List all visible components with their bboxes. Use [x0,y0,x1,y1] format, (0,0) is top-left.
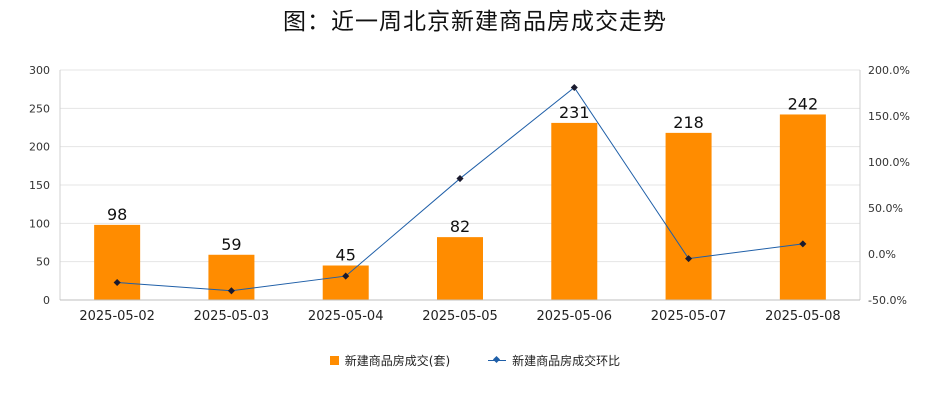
legend-line-swatch [488,356,507,365]
bar [437,237,483,300]
y2-tick-label: 50.0% [868,202,903,215]
x-tick-label: 2025-05-07 [651,309,727,324]
bar [322,265,369,300]
line-point [456,175,464,183]
y2-tick-label: 0.0% [868,248,896,261]
legend-item-bars[interactable]: 新建商品房成交(套) [329,352,451,369]
line-point [227,287,235,295]
y2-tick-label: 200.0% [868,64,910,77]
y-tick-label: 250 [29,102,50,115]
legend-bar-label: 新建商品房成交(套) [344,354,451,368]
bar [94,224,141,300]
bar-data-labels: 98 59 45 82 231 218 242 [107,94,818,264]
chart-title: 图：近一周北京新建商品房成交走势 [283,9,667,35]
right-y-axis: -50.0% 0.0% 50.0% 100.0% 150.0% 200.0% [859,64,910,307]
line-point [799,240,807,248]
x-tick-label: 2025-05-05 [422,309,498,324]
bar-data-label: 231 [559,103,590,122]
bar [779,114,826,300]
bar-data-label: 45 [336,246,356,265]
x-tick-label: 2025-05-08 [765,309,841,324]
bar-data-label: 98 [107,205,127,224]
bar [665,132,712,300]
y2-tick-label: 100.0% [868,156,910,169]
line-point [570,83,578,92]
legend-bar-swatch [329,356,339,365]
y2-tick-label: 150.0% [868,110,910,123]
y-tick-label: 100 [29,217,50,230]
x-tick-label: 2025-05-03 [194,309,270,324]
y-tick-label: 0 [43,294,50,307]
line-point [113,278,121,287]
y-tick-label: 300 [29,64,50,77]
line-point [342,272,350,280]
bar-data-label: 82 [450,217,470,236]
x-tick-label: 2025-05-04 [308,309,384,324]
y-tick-label: 200 [29,141,50,154]
gridlines [60,69,860,263]
legend: 新建商品房成交(套) 新建商品房成交环比 [0,352,950,369]
line-series [113,83,807,295]
line-point [685,255,693,263]
left-y-axis: 0 50 100 150 200 250 300 [29,64,61,307]
legend-line-label: 新建商品房成交环比 [512,354,621,368]
x-axis: 2025-05-02 2025-05-03 2025-05-04 2025-05-05… [60,299,860,324]
bar-data-label: 242 [788,94,819,113]
y-tick-label: 150 [29,179,50,192]
bar-data-label: 59 [221,235,241,254]
legend-item-line[interactable]: 新建商品房成交环比 [488,352,620,369]
x-tick-label: 2025-05-02 [79,309,155,324]
bar [551,122,598,301]
y2-tick-label: -50.0% [868,294,907,307]
bar-data-label: 218 [673,113,704,132]
bar-series [94,114,826,301]
y-tick-label: 50 [36,256,50,269]
x-tick-label: 2025-05-06 [537,309,613,324]
